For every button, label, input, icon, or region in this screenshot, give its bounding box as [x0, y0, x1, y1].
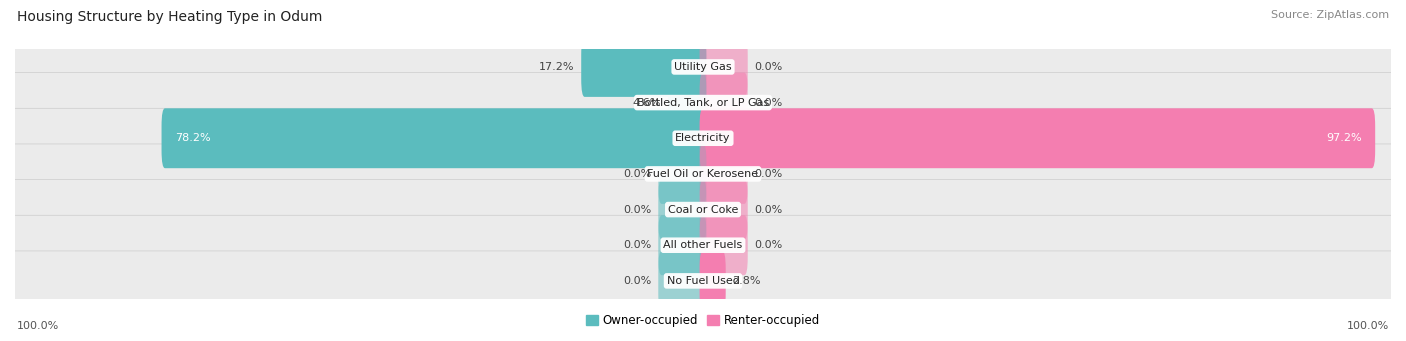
- Text: 0.0%: 0.0%: [755, 98, 783, 108]
- FancyBboxPatch shape: [700, 215, 748, 275]
- Text: Housing Structure by Heating Type in Odum: Housing Structure by Heating Type in Odu…: [17, 10, 322, 24]
- Text: 0.0%: 0.0%: [755, 240, 783, 250]
- Legend: Owner-occupied, Renter-occupied: Owner-occupied, Renter-occupied: [581, 309, 825, 332]
- Text: 0.0%: 0.0%: [623, 276, 651, 286]
- Text: 0.0%: 0.0%: [623, 240, 651, 250]
- Text: 0.0%: 0.0%: [755, 62, 783, 72]
- FancyBboxPatch shape: [700, 144, 748, 204]
- Text: 78.2%: 78.2%: [176, 133, 211, 143]
- FancyBboxPatch shape: [11, 215, 1395, 275]
- FancyBboxPatch shape: [658, 215, 706, 275]
- FancyBboxPatch shape: [11, 251, 1395, 311]
- Text: Coal or Coke: Coal or Coke: [668, 205, 738, 214]
- FancyBboxPatch shape: [581, 37, 706, 97]
- Text: Fuel Oil or Kerosene: Fuel Oil or Kerosene: [647, 169, 759, 179]
- FancyBboxPatch shape: [700, 180, 748, 239]
- FancyBboxPatch shape: [658, 144, 706, 204]
- FancyBboxPatch shape: [11, 144, 1395, 204]
- FancyBboxPatch shape: [11, 73, 1395, 133]
- Text: 0.0%: 0.0%: [623, 169, 651, 179]
- Text: 4.6%: 4.6%: [633, 98, 661, 108]
- FancyBboxPatch shape: [668, 73, 706, 133]
- Text: 0.0%: 0.0%: [755, 205, 783, 214]
- Text: 2.8%: 2.8%: [733, 276, 761, 286]
- FancyBboxPatch shape: [700, 108, 1375, 168]
- Text: Utility Gas: Utility Gas: [675, 62, 731, 72]
- Text: 0.0%: 0.0%: [755, 169, 783, 179]
- FancyBboxPatch shape: [700, 73, 748, 133]
- Text: 97.2%: 97.2%: [1326, 133, 1361, 143]
- Text: Electricity: Electricity: [675, 133, 731, 143]
- Text: No Fuel Used: No Fuel Used: [666, 276, 740, 286]
- Text: Source: ZipAtlas.com: Source: ZipAtlas.com: [1271, 10, 1389, 20]
- FancyBboxPatch shape: [700, 251, 725, 311]
- FancyBboxPatch shape: [658, 251, 706, 311]
- Text: 100.0%: 100.0%: [17, 321, 59, 331]
- Text: 17.2%: 17.2%: [538, 62, 574, 72]
- FancyBboxPatch shape: [700, 37, 748, 97]
- Text: 0.0%: 0.0%: [623, 205, 651, 214]
- Text: 100.0%: 100.0%: [1347, 321, 1389, 331]
- FancyBboxPatch shape: [11, 37, 1395, 97]
- FancyBboxPatch shape: [11, 108, 1395, 168]
- FancyBboxPatch shape: [658, 180, 706, 239]
- Text: All other Fuels: All other Fuels: [664, 240, 742, 250]
- FancyBboxPatch shape: [11, 180, 1395, 239]
- FancyBboxPatch shape: [162, 108, 706, 168]
- Text: Bottled, Tank, or LP Gas: Bottled, Tank, or LP Gas: [637, 98, 769, 108]
